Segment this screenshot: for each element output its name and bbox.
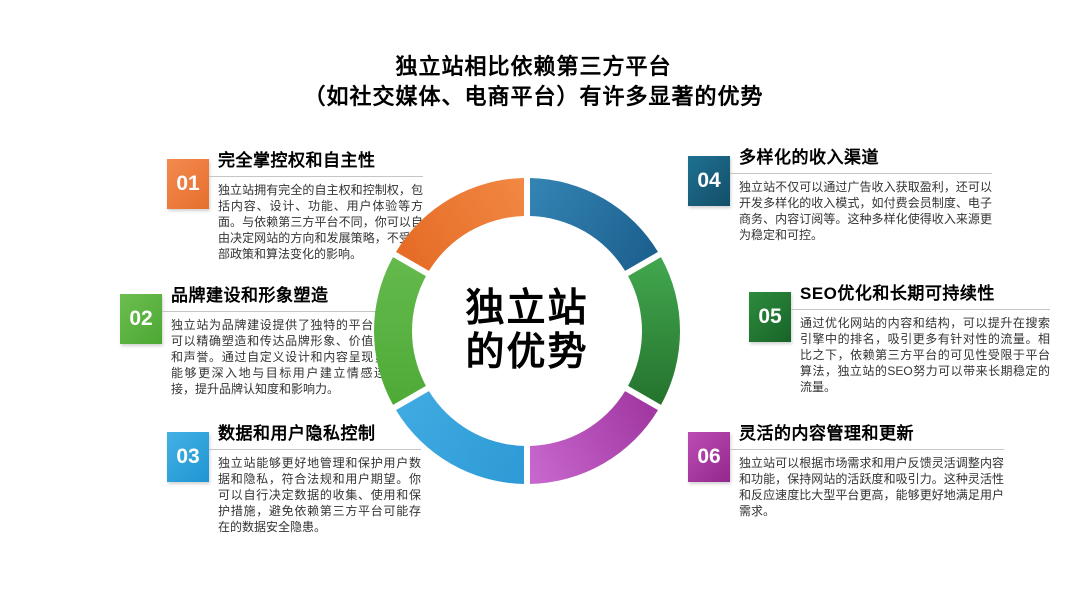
block-title: 品牌建设和形象塑造 <box>171 286 329 305</box>
number-badge-05: 05 <box>749 292 791 342</box>
page-title-line1: 独立站相比依赖第三方平台 <box>395 54 672 79</box>
block-description: 独立站能够更好地管理和保护用户数据和隐私，符合法规和用户期望。你可以自行决定数据… <box>218 456 421 534</box>
donut-segment-03 <box>396 391 524 484</box>
page-title: 独立站相比依赖第三方平台 （如社交媒体、电商平台）有许多显著的优势 <box>0 52 1067 111</box>
block-description: 通过优化网站的内容和结构，可以提升在搜索引擎中的排名，吸引更多有针对性的流量。相… <box>800 316 1050 394</box>
page-title-line2: （如社交媒体、电商平台）有许多显著的优势 <box>303 83 764 109</box>
donut-ring <box>373 178 681 484</box>
advantages-donut-chart: 独立站 的优势 <box>367 171 687 491</box>
title-divider-line <box>162 311 386 312</box>
donut-segment-01 <box>396 178 524 271</box>
title-divider-line <box>730 449 1004 450</box>
title-divider-line <box>209 449 421 450</box>
block-description: 独立站可以根据市场需求和用户反馈灵活调整内容和功能，保持网站的活跃度和吸引力。这… <box>739 456 1004 518</box>
block-description: 独立站不仅可以通过广告收入获取盈利，还可以开发多样化的收入模式，如付费会员制度、… <box>739 180 992 242</box>
block-title: 灵活的内容管理和更新 <box>739 424 914 443</box>
donut-segment-06 <box>530 391 658 484</box>
title-divider-line <box>791 309 1050 310</box>
advantage-block-03: 03 数据和用户隐私控制 独立站能够更好地管理和保护用户数据和隐私，符合法规和用… <box>167 419 421 536</box>
block-title: 多样化的收入渠道 <box>739 148 879 167</box>
block-content: SEO优化和长期可持续性 通过优化网站的内容和结构，可以提升在搜索引擎中的排名，… <box>791 279 1050 396</box>
donut-center-label-line2: 的优势 <box>465 331 589 374</box>
number-badge-04: 04 <box>688 156 730 206</box>
block-content: 完全掌控权和自主性 独立站拥有完全的自主权和控制权，包括内容、设计、功能、用户体… <box>209 146 423 263</box>
number-badge-01: 01 <box>167 159 209 209</box>
number-badge-06: 06 <box>688 432 730 482</box>
number-badge-03: 03 <box>167 432 209 482</box>
advantage-block-05: 05 SEO优化和长期可持续性 通过优化网站的内容和结构，可以提升在搜索引擎中的… <box>749 279 1050 396</box>
advantage-block-01: 01 完全掌控权和自主性 独立站拥有完全的自主权和控制权，包括内容、设计、功能、… <box>167 146 423 263</box>
donut-center-label-line1: 独立站 <box>465 287 589 331</box>
block-content: 灵活的内容管理和更新 独立站可以根据市场需求和用户反馈灵活调整内容和功能，保持网… <box>730 419 1004 520</box>
advantage-block-06: 06 灵活的内容管理和更新 独立站可以根据市场需求和用户反馈灵活调整内容和功能，… <box>688 419 1004 520</box>
block-description: 独立站为品牌建设提供了独特的平台，可以精确塑造和传达品牌形象、价值观和声誉。通过… <box>171 318 386 396</box>
donut-segment-04 <box>530 178 658 271</box>
block-content: 数据和用户隐私控制 独立站能够更好地管理和保护用户数据和隐私，符合法规和用户期望… <box>209 419 421 536</box>
number-badge-02: 02 <box>120 294 162 344</box>
block-title: SEO优化和长期可持续性 <box>800 284 995 303</box>
block-description: 独立站拥有完全的自主权和控制权，包括内容、设计、功能、用户体验等方面。与依赖第三… <box>218 183 423 261</box>
block-content: 品牌建设和形象塑造 独立站为品牌建设提供了独特的平台，可以精确塑造和传达品牌形象… <box>162 281 386 398</box>
title-divider-line <box>730 173 992 174</box>
block-title: 完全掌控权和自主性 <box>218 151 376 170</box>
advantage-block-02: 02 品牌建设和形象塑造 独立站为品牌建设提供了独特的平台，可以精确塑造和传达品… <box>120 281 386 398</box>
donut-center-label: 独立站 的优势 <box>367 171 687 491</box>
donut-segment-02 <box>373 257 426 405</box>
title-divider-line <box>209 176 423 177</box>
advantage-block-04: 04 多样化的收入渠道 独立站不仅可以通过广告收入获取盈利，还可以开发多样化的收… <box>688 143 992 244</box>
block-content: 多样化的收入渠道 独立站不仅可以通过广告收入获取盈利，还可以开发多样化的收入模式… <box>730 143 992 244</box>
block-title: 数据和用户隐私控制 <box>218 424 376 443</box>
donut-segment-05 <box>628 257 681 405</box>
